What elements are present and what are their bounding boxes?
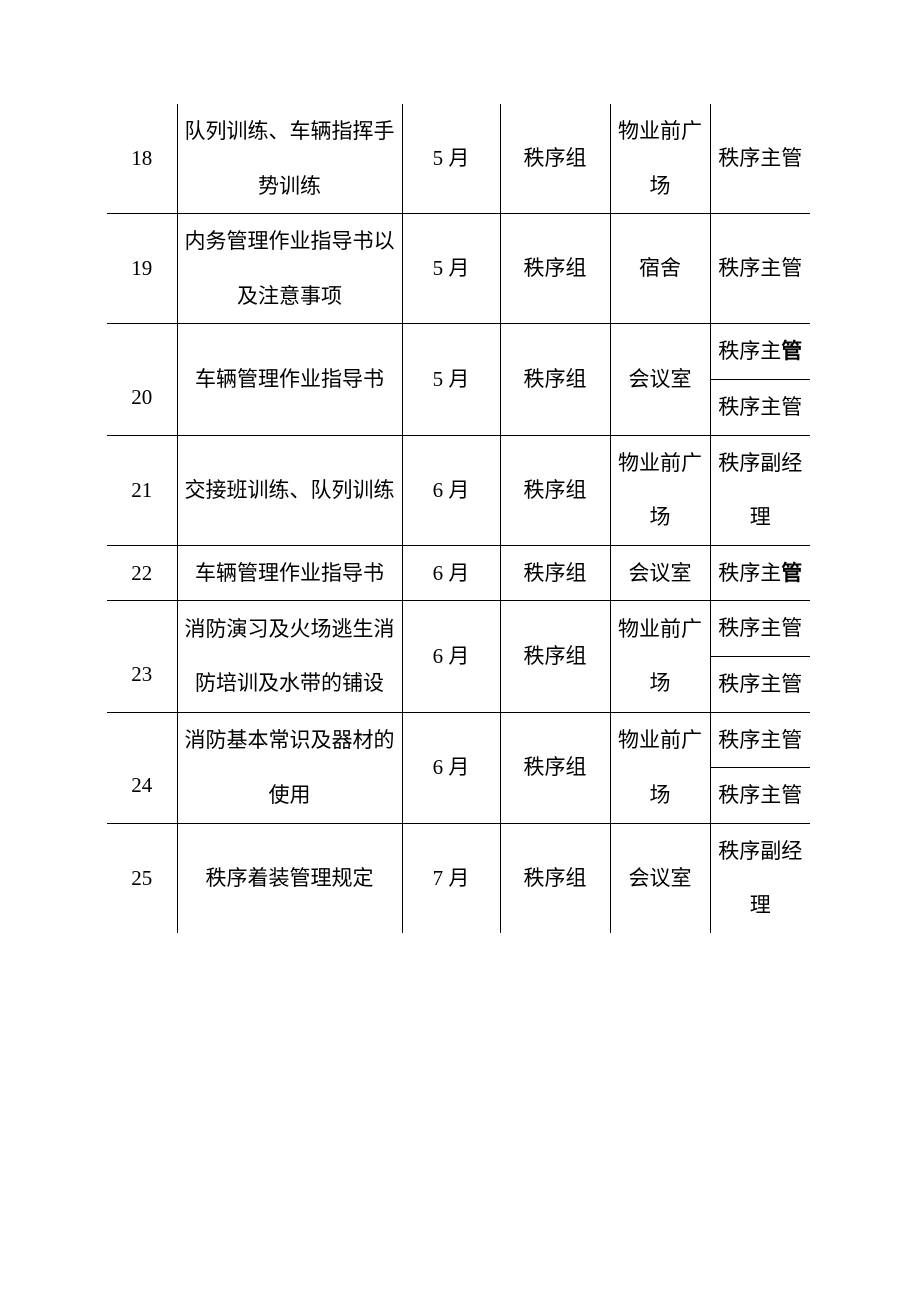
cell-month: 5 月 [402, 104, 500, 214]
cell-place: 会议室 [610, 545, 710, 601]
cell-group: 秩序组 [500, 712, 610, 823]
cell-month: 6 月 [402, 435, 500, 545]
resp-text-prefix: 秩序主 [718, 561, 781, 585]
cell-group: 秩序组 [500, 435, 610, 545]
table-row: 23 消防演习及火场逃生消防培训及水带的铺设 6 月 秩序组 物业前广场 秩序主… [107, 601, 810, 657]
cell-title: 车辆管理作业指导书 [177, 545, 402, 601]
cell-title: 消防演习及火场逃生消防培训及水带的铺设 [177, 601, 402, 712]
page: 18 队列训练、车辆指挥手势训练 5 月 秩序组 物业前广场 秩序主管 19 内… [0, 0, 920, 1301]
cell-resp: 秩序主管 [710, 545, 810, 601]
cell-idx: 20 [107, 324, 177, 435]
training-table: 18 队列训练、车辆指挥手势训练 5 月 秩序组 物业前广场 秩序主管 19 内… [107, 104, 810, 933]
cell-title: 内务管理作业指导书以及注意事项 [177, 214, 402, 324]
table-row: 19 内务管理作业指导书以及注意事项 5 月 秩序组 宿舍 秩序主管 [107, 214, 810, 324]
cell-resp: 秩序主管 [710, 656, 810, 712]
cell-resp: 秩序主管 [710, 214, 810, 324]
cell-place: 会议室 [610, 823, 710, 933]
cell-title: 队列训练、车辆指挥手势训练 [177, 104, 402, 214]
cell-group: 秩序组 [500, 601, 610, 712]
cell-group: 秩序组 [500, 324, 610, 435]
table-row: 18 队列训练、车辆指挥手势训练 5 月 秩序组 物业前广场 秩序主管 [107, 104, 810, 214]
cell-place: 物业前广场 [610, 712, 710, 823]
cell-idx: 24 [107, 712, 177, 823]
table-row: 21 交接班训练、队列训练 6 月 秩序组 物业前广场 秩序副经理 [107, 435, 810, 545]
cell-month: 6 月 [402, 545, 500, 601]
cell-month: 7 月 [402, 823, 500, 933]
cell-month: 6 月 [402, 601, 500, 712]
cell-idx: 25 [107, 823, 177, 933]
resp-text-prefix: 秩序主 [718, 339, 781, 363]
table-row: 25 秩序着装管理规定 7 月 秩序组 会议室 秩序副经理 [107, 823, 810, 933]
cell-group: 秩序组 [500, 104, 610, 214]
cell-idx: 19 [107, 214, 177, 324]
cell-idx: 23 [107, 601, 177, 712]
cell-resp: 秩序主管 [710, 601, 810, 657]
cell-group: 秩序组 [500, 823, 610, 933]
cell-resp: 秩序主管 [710, 768, 810, 824]
cell-resp: 秩序主管 [710, 712, 810, 768]
table-row: 22 车辆管理作业指导书 6 月 秩序组 会议室 秩序主管 [107, 545, 810, 601]
cell-place: 物业前广场 [610, 435, 710, 545]
cell-place: 物业前广场 [610, 601, 710, 712]
cell-resp: 秩序主管 [710, 379, 810, 435]
cell-month: 5 月 [402, 324, 500, 435]
cell-month: 6 月 [402, 712, 500, 823]
cell-place: 宿舍 [610, 214, 710, 324]
cell-title: 秩序着装管理规定 [177, 823, 402, 933]
cell-resp: 秩序主管 [710, 324, 810, 380]
cell-place: 物业前广场 [610, 104, 710, 214]
cell-month: 5 月 [402, 214, 500, 324]
table-row: 24 消防基本常识及器材的使用 6 月 秩序组 物业前广场 秩序主管 [107, 712, 810, 768]
cell-resp: 秩序副经理 [710, 435, 810, 545]
cell-title: 车辆管理作业指导书 [177, 324, 402, 435]
cell-resp: 秩序副经理 [710, 823, 810, 933]
cell-idx: 22 [107, 545, 177, 601]
table-row: 20 车辆管理作业指导书 5 月 秩序组 会议室 秩序主管 [107, 324, 810, 380]
cell-group: 秩序组 [500, 545, 610, 601]
resp-text-bold: 管 [781, 339, 802, 363]
cell-title: 交接班训练、队列训练 [177, 435, 402, 545]
cell-group: 秩序组 [500, 214, 610, 324]
cell-title: 消防基本常识及器材的使用 [177, 712, 402, 823]
resp-text-bold: 管 [781, 561, 802, 585]
cell-idx: 21 [107, 435, 177, 545]
cell-resp: 秩序主管 [710, 104, 810, 214]
cell-idx: 18 [107, 104, 177, 214]
cell-place: 会议室 [610, 324, 710, 435]
